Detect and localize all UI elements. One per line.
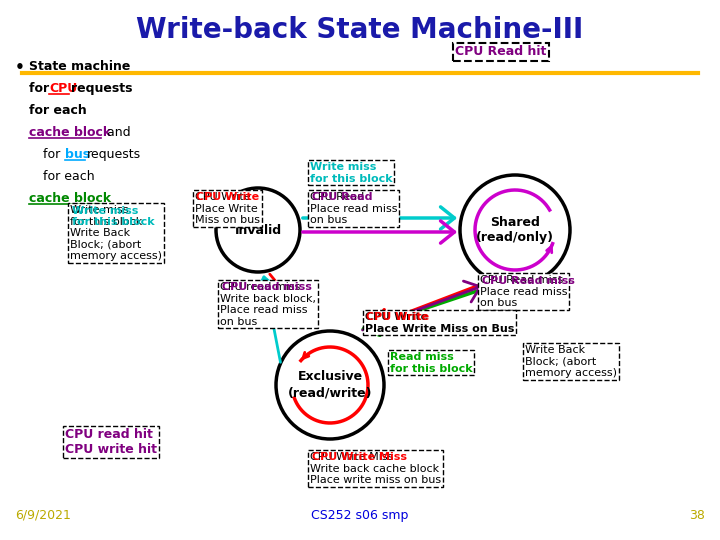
- Text: Invalid: Invalid: [235, 224, 282, 237]
- Text: cache block: cache block: [29, 192, 111, 205]
- Text: 6/9/2021: 6/9/2021: [15, 509, 71, 522]
- Text: CPU read miss: CPU read miss: [222, 282, 311, 293]
- Text: CPU Read miss: CPU Read miss: [482, 275, 575, 286]
- Text: •: •: [15, 60, 25, 75]
- Text: requests: requests: [71, 82, 132, 95]
- Text: CPU Read hit: CPU Read hit: [455, 45, 546, 58]
- Text: CPU Read: CPU Read: [312, 192, 372, 202]
- Text: Write-back State Machine-III: Write-back State Machine-III: [136, 16, 584, 44]
- Text: 38: 38: [689, 509, 705, 522]
- Text: CPU Write
Place Write
Miss on bus: CPU Write Place Write Miss on bus: [195, 192, 260, 225]
- Text: requests: requests: [87, 148, 141, 161]
- Text: CS252 s06 smp: CS252 s06 smp: [311, 509, 409, 522]
- Text: State machine: State machine: [29, 60, 130, 73]
- Text: Write miss
for this block: Write miss for this block: [310, 162, 392, 184]
- Text: Shared
(read/only): Shared (read/only): [476, 215, 554, 245]
- Text: CPU read miss
Write back block,
Place read miss
on bus: CPU read miss Write back block, Place re…: [220, 282, 316, 327]
- Text: for each: for each: [29, 104, 86, 117]
- Text: Write Back
Block; (abort
memory access): Write Back Block; (abort memory access): [525, 345, 617, 378]
- Text: cache block: cache block: [29, 126, 111, 139]
- Text: and: and: [103, 126, 130, 139]
- Text: CPU Read miss
Place read miss
on bus: CPU Read miss Place read miss on bus: [480, 275, 567, 308]
- Text: for each: for each: [43, 170, 94, 183]
- Text: Read miss
for this block: Read miss for this block: [390, 352, 472, 374]
- Text: CPU Write Miss: CPU Write Miss: [312, 453, 407, 462]
- Text: CPU: CPU: [49, 82, 77, 95]
- Text: CPU read hit
CPU write hit: CPU read hit CPU write hit: [65, 428, 157, 456]
- Text: CPU Write
Place Write Miss on Bus: CPU Write Place Write Miss on Bus: [365, 312, 514, 334]
- Text: Write miss
for this block
Write Back
Block; (abort
memory access): Write miss for this block Write Back Blo…: [70, 205, 162, 261]
- Text: CPU Read
Place read miss
on bus: CPU Read Place read miss on bus: [310, 192, 397, 225]
- Text: for: for: [43, 148, 64, 161]
- Text: Write miss
for this block: Write miss for this block: [71, 206, 154, 227]
- Text: Exclusive
(read/write): Exclusive (read/write): [288, 370, 372, 400]
- Text: for: for: [29, 82, 53, 95]
- Text: CPU Write: CPU Write: [197, 192, 260, 202]
- Text: bus: bus: [65, 148, 90, 161]
- Text: CPU Write: CPU Write: [366, 313, 430, 322]
- Text: CPU Write Miss
Write back cache block
Place write miss on bus: CPU Write Miss Write back cache block Pl…: [310, 452, 441, 485]
